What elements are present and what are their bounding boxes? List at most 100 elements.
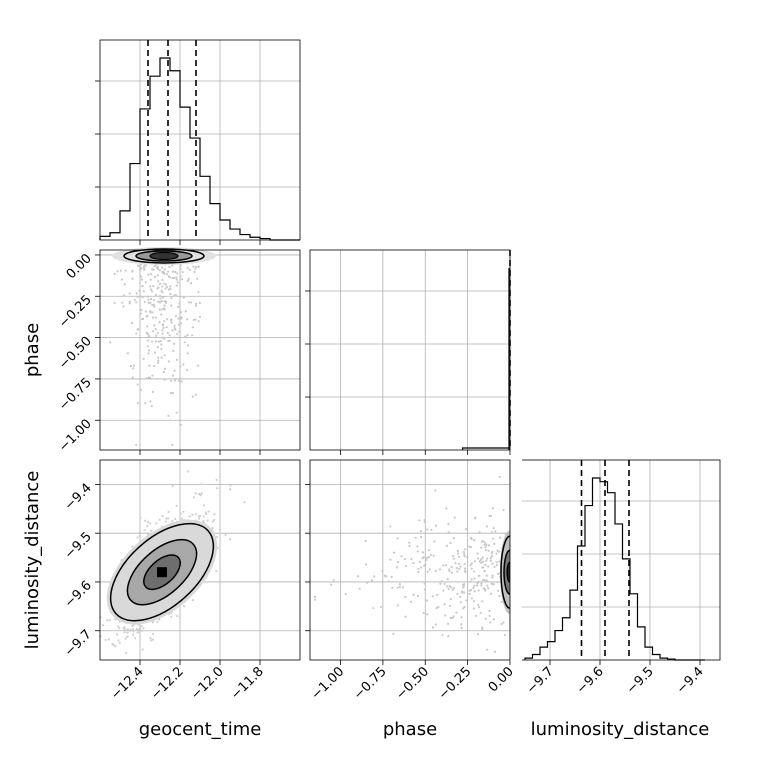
p10-point xyxy=(197,320,200,323)
p10-point xyxy=(160,266,164,269)
p10-point xyxy=(152,268,155,271)
p20-point xyxy=(198,514,202,517)
p10-point xyxy=(131,269,134,272)
p20-point xyxy=(216,487,219,490)
p21-point xyxy=(408,541,411,544)
p21-point xyxy=(404,615,407,618)
p21-point xyxy=(463,562,466,566)
p10-point xyxy=(157,300,160,303)
p10-point xyxy=(146,295,149,298)
p10-point xyxy=(163,268,167,271)
p10-point xyxy=(169,292,172,296)
p10-point xyxy=(175,411,178,414)
p10-point xyxy=(149,288,153,291)
p21-point xyxy=(456,592,459,596)
p10-point xyxy=(193,270,196,274)
p10-point xyxy=(153,264,156,268)
p21-point xyxy=(487,549,490,552)
p20-point xyxy=(143,528,146,532)
p21-point xyxy=(395,566,399,569)
p10-point xyxy=(185,368,189,372)
p10-point xyxy=(161,308,164,311)
p10-point xyxy=(163,304,166,307)
p21-point xyxy=(364,539,367,543)
p10-point xyxy=(186,318,189,321)
p20-point xyxy=(200,492,203,495)
p21-point xyxy=(404,595,407,599)
p20-point xyxy=(126,631,129,634)
p21-point xyxy=(474,516,477,519)
p10-point xyxy=(167,270,170,273)
p21-point xyxy=(475,584,479,587)
p10-point xyxy=(163,367,166,370)
p21-point xyxy=(460,626,463,630)
p21-point xyxy=(423,582,426,585)
p21-point xyxy=(458,567,461,571)
p10-point xyxy=(132,364,136,367)
p10-point xyxy=(133,298,136,301)
p21-point xyxy=(425,599,429,602)
p10-point xyxy=(153,324,156,327)
p20-point xyxy=(206,519,209,522)
p21-point xyxy=(458,562,461,565)
p21-point xyxy=(430,528,433,531)
p10-point xyxy=(179,264,182,267)
p21-point xyxy=(474,614,478,617)
p10-point xyxy=(136,401,140,405)
p10-point xyxy=(176,281,179,284)
p21-xtick-label-4: 0.00 xyxy=(486,664,517,695)
p21-point xyxy=(490,582,493,585)
p10-point xyxy=(161,324,164,327)
p21-point xyxy=(417,567,420,570)
p10-point xyxy=(175,358,179,361)
p21-point xyxy=(404,564,408,568)
p10-point xyxy=(131,376,134,379)
p21-point xyxy=(490,592,493,595)
p10-point xyxy=(147,301,150,304)
p21-point xyxy=(495,561,498,564)
p21-point xyxy=(372,606,375,610)
p21-point xyxy=(483,578,486,582)
p21-point xyxy=(423,520,426,524)
p10-point xyxy=(164,283,168,286)
p10-point xyxy=(142,290,145,293)
p21-point xyxy=(484,563,487,566)
luminosity-distance-vs-geocent-time-panel: −12.4 −12.2 −12.0 −11.8 −9.4 −9.5 −9.6 −9.7 xyxy=(62,459,301,703)
p10-point xyxy=(145,331,148,334)
p10-point xyxy=(135,332,138,335)
xlabel-phase: phase xyxy=(383,719,437,740)
p10-point xyxy=(177,379,181,382)
p21-point xyxy=(449,604,452,608)
p20-point xyxy=(141,629,144,632)
p10-point xyxy=(174,270,177,274)
p21-point xyxy=(417,570,420,574)
p10-point xyxy=(121,301,124,304)
p10-point xyxy=(177,317,180,320)
p21-point xyxy=(414,536,417,539)
p21-point xyxy=(396,537,399,540)
p10-point xyxy=(149,301,152,304)
p21-point xyxy=(313,598,317,601)
p21-point xyxy=(447,522,450,526)
p10-point xyxy=(155,334,158,337)
p21-point xyxy=(477,580,480,583)
p10-point xyxy=(189,282,193,285)
p21-point xyxy=(412,561,415,565)
p10-point xyxy=(175,284,178,287)
p21-point xyxy=(456,570,459,573)
p21-point xyxy=(490,531,494,534)
p10-point xyxy=(161,285,164,288)
p10-point xyxy=(151,374,154,377)
p21-point xyxy=(465,599,468,602)
p10-point xyxy=(151,316,154,319)
p21-point xyxy=(448,584,451,588)
p20-point xyxy=(211,526,214,530)
p21-point xyxy=(486,584,489,587)
p10-point xyxy=(148,364,151,367)
p20-point xyxy=(115,633,119,636)
p21-point xyxy=(489,514,493,518)
p10-point xyxy=(119,269,123,272)
p10-point xyxy=(169,391,172,395)
p10-point xyxy=(162,371,166,374)
p21-point xyxy=(473,560,476,563)
